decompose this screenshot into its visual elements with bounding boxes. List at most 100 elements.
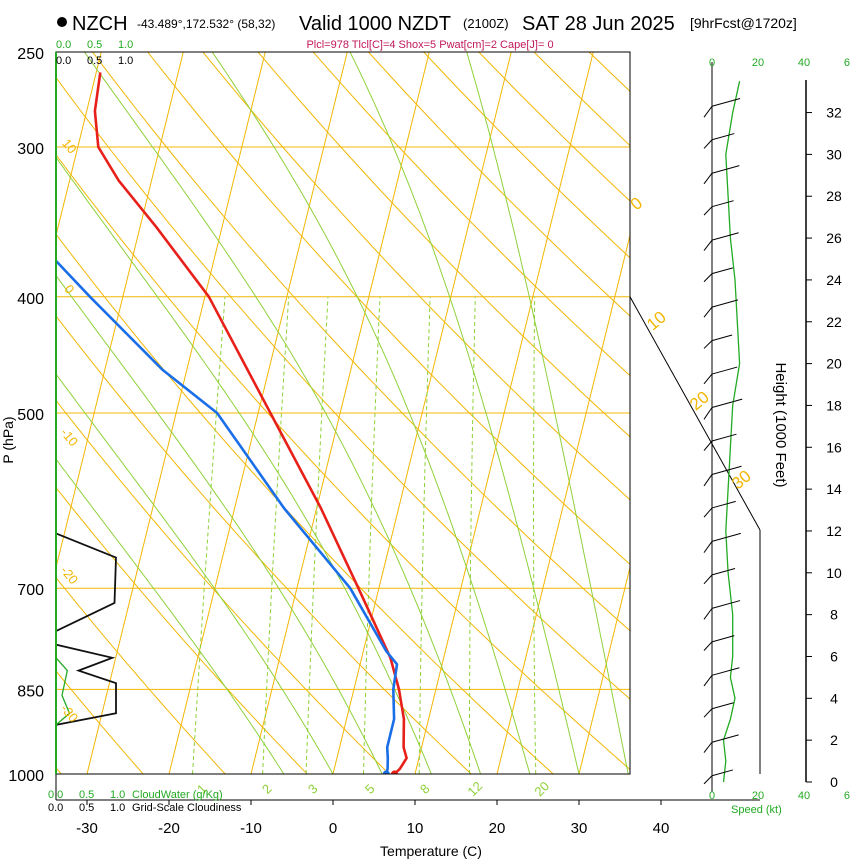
speed-tick-top: 0 — [709, 57, 715, 69]
height-axis-title: Height (1000 Feet) — [772, 362, 789, 487]
mixing-ratio-label: 3 — [305, 781, 321, 797]
wind-barb — [711, 334, 733, 342]
wind-barb — [703, 541, 713, 553]
wind-barb — [703, 172, 713, 185]
wind-barb — [703, 273, 713, 283]
height-tick-label: 32 — [826, 105, 842, 121]
valid-time: Valid 1000 NZDT — [299, 13, 451, 35]
mixing-ratio-line — [533, 296, 537, 774]
pressure-tick-label: 850 — [17, 683, 44, 700]
dry-adiabat — [56, 670, 144, 774]
wind-barb — [711, 366, 738, 375]
x-tick-label: -10 — [240, 820, 262, 837]
profile-temperature — [93, 72, 408, 774]
dry-adiabat — [202, 52, 630, 501]
dry-adiabat — [56, 154, 630, 771]
speed-tick-top: 60 — [844, 57, 850, 69]
height-tick-label: 4 — [830, 690, 838, 706]
moist-adiabat — [83, 52, 482, 774]
wind-barb — [711, 200, 734, 208]
x-axis-title: Temperature (C) — [380, 843, 482, 859]
speed-tick-top: 20 — [752, 57, 764, 69]
speed-label: Speed (kt) — [731, 804, 782, 816]
mixing-ratio-line — [305, 296, 329, 774]
isotherm-0 — [332, 52, 512, 774]
wind-barb — [711, 97, 741, 107]
scale-top-black: 0.5 — [87, 55, 102, 67]
height-tick-label: 22 — [826, 314, 842, 330]
height-tick-label: 8 — [830, 607, 838, 623]
wind-barb — [711, 532, 741, 542]
dry-adiabat — [312, 52, 630, 377]
cloudiness-label: Grid-Scale Cloudiness — [132, 802, 242, 814]
surface-marker-temperature — [390, 770, 399, 774]
height-tick-label: 28 — [826, 188, 842, 204]
speed-tick-bottom: 40 — [798, 790, 810, 802]
cloudwater-label: CloudWater (g/Kg) — [132, 789, 223, 801]
wind-barb — [703, 440, 713, 451]
height-tick-label: 30 — [826, 146, 842, 162]
height-tick-label: 0 — [830, 774, 838, 790]
moist-adiabat — [466, 52, 629, 774]
wind-barb — [711, 133, 735, 141]
mixing-ratio-line — [418, 296, 431, 774]
isotherm-30 — [578, 565, 630, 774]
mixing-ratio-label: 5 — [362, 781, 378, 797]
wind-barb — [711, 299, 739, 308]
height-tick-label: 14 — [826, 481, 842, 497]
scale-bot-green: 1.0 — [110, 789, 125, 801]
scale-top-green: 1.0 — [118, 39, 133, 51]
dry-adiabat — [56, 399, 390, 774]
wind-barb — [703, 139, 713, 149]
wind-barb — [711, 267, 734, 275]
dry-adiabat — [56, 767, 62, 774]
wind-barb — [703, 239, 713, 251]
scale-top-black: 1.0 — [118, 55, 133, 67]
scale-top-green: 0.5 — [87, 39, 102, 51]
upper-isotherm-label: 10 — [643, 307, 670, 334]
wind-barb — [711, 600, 741, 609]
height-tick-label: 6 — [830, 648, 838, 664]
upper-isotherm-label: 30 — [728, 466, 755, 493]
wind-barb — [711, 667, 740, 676]
wind-barb — [703, 105, 713, 118]
wind-barb — [703, 708, 713, 718]
wind-barb — [703, 474, 713, 487]
wind-barb — [711, 398, 743, 409]
dry-adiabat — [147, 52, 630, 565]
isotherm--20 — [168, 52, 348, 774]
pressure-tick-label: 250 — [17, 46, 44, 63]
speed-tick-bottom: 0 — [709, 790, 715, 802]
wind-barb — [711, 568, 736, 576]
isotherm--40 — [56, 52, 184, 570]
x-tick-label: 30 — [571, 820, 588, 837]
upper-isotherm-label: 20 — [686, 387, 713, 414]
moist-adiabat — [56, 373, 334, 774]
height-tick-label: 10 — [826, 565, 842, 581]
height-tick-label: 24 — [826, 272, 842, 288]
x-tick-label: -30 — [76, 820, 98, 837]
wind-barb — [703, 608, 713, 620]
pressure-tick-label: 300 — [17, 141, 44, 158]
height-tick-label: 26 — [826, 230, 842, 246]
moist-adiabat — [211, 52, 531, 774]
wind-barb — [703, 741, 713, 753]
moist-adiabat — [349, 52, 580, 774]
speed-tick-bottom: 20 — [752, 790, 764, 802]
wind-barb — [711, 500, 736, 509]
scale-bot-black: 0.5 — [79, 802, 94, 814]
scale-bot-black: 0.0 — [48, 802, 63, 814]
wind-barb — [703, 407, 713, 420]
mixing-ratio-line — [262, 296, 290, 774]
wind-barb — [711, 433, 737, 442]
pressure-tick-label: 1000 — [8, 768, 44, 785]
wind-barb — [703, 206, 713, 216]
pressure-tick-label: 400 — [17, 291, 44, 308]
isotherm--30 — [86, 52, 266, 774]
isotherm-40 — [661, 0, 850, 774]
profile-dewpoint — [56, 259, 399, 774]
dry-adiabat — [367, 52, 630, 317]
indices-line: Plcl=978 Tlcl[C]=4 Shox=5 Pwat[cm]=2 Cap… — [306, 39, 553, 51]
y-axis-title: P (hPa) — [0, 416, 16, 463]
